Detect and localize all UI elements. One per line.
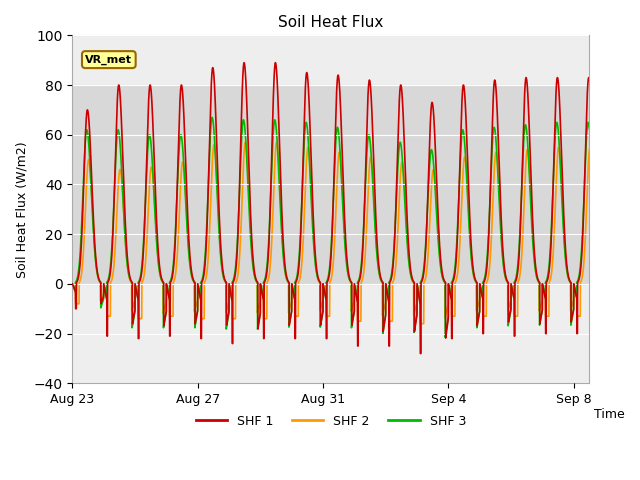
Legend: SHF 1, SHF 2, SHF 3: SHF 1, SHF 2, SHF 3	[191, 410, 471, 433]
Bar	[72, 85, 589, 284]
Text: VR_met: VR_met	[85, 54, 132, 65]
Text: Time: Time	[595, 408, 625, 420]
Title: Soil Heat Flux: Soil Heat Flux	[278, 15, 383, 30]
Y-axis label: Soil Heat Flux (W/m2): Soil Heat Flux (W/m2)	[15, 141, 28, 277]
